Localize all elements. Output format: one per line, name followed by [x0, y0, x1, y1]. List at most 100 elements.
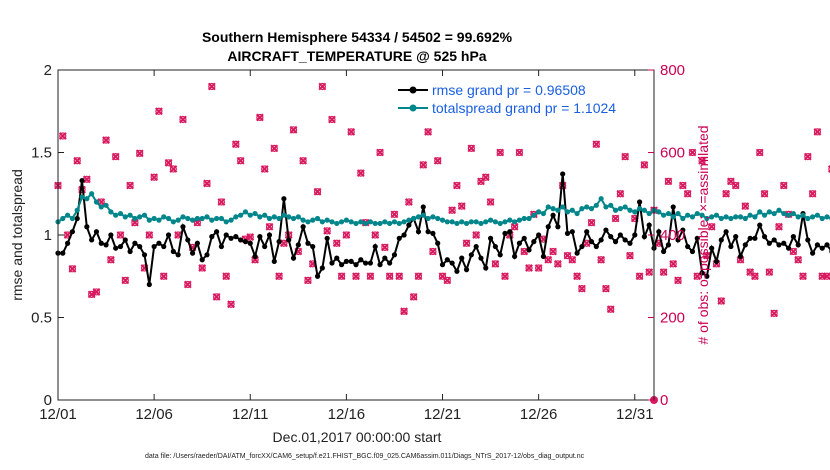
obs-assimilated-point: [265, 222, 274, 231]
rmse-point: [579, 243, 585, 250]
obs-assimilated-point: [616, 189, 625, 198]
rmse-point: [622, 237, 628, 243]
totalspread-point: [800, 212, 806, 218]
rmse-point: [146, 281, 152, 288]
totalspread-point: [141, 212, 148, 218]
rmse-point: [295, 242, 301, 248]
obs-possible-point: [789, 247, 797, 256]
obs-assimilated-point: [352, 272, 360, 281]
totalspread-point: [785, 212, 792, 218]
obs-assimilated-point: [227, 300, 235, 309]
rmse-point: [218, 243, 225, 250]
y2-tick-label: 0: [660, 392, 668, 409]
rmse-point: [574, 250, 580, 256]
obs-possible-point: [794, 256, 802, 264]
rmse-point: [713, 258, 720, 264]
obs-possible-point: [160, 272, 168, 280]
totalspread-point: [411, 215, 417, 222]
obs-assimilated-point: [260, 165, 269, 173]
rmse-point: [60, 250, 66, 256]
rmse-point: [636, 199, 643, 205]
y-tick-label: 1.5: [31, 145, 52, 162]
obs-possible-point: [818, 272, 826, 280]
totalspread-point: [622, 204, 628, 210]
rmse-point: [824, 242, 830, 248]
obs-assimilated-point: [428, 247, 437, 256]
rmse-point: [276, 239, 282, 245]
totalspread-point: [310, 217, 316, 223]
rmse-point: [627, 240, 633, 246]
rmse-point: [665, 242, 672, 248]
obs-possible-point: [828, 165, 830, 173]
obs-assimilated-point: [299, 156, 308, 165]
rmse-point: [204, 252, 210, 258]
totalspread-point: [771, 210, 777, 217]
obs-assimilated-point: [501, 272, 509, 281]
obs-possible-point: [203, 179, 211, 188]
totalspread-point: [65, 212, 71, 218]
rmse-point: [89, 237, 95, 243]
obs-possible-point: [607, 305, 615, 313]
rmse-point: [478, 255, 484, 261]
obs-possible-point: [400, 307, 408, 315]
totalspread-point: [502, 219, 508, 225]
obs-possible-point: [804, 153, 812, 161]
obs-possible-point: [751, 272, 759, 280]
obs-assimilated-point: [58, 132, 67, 140]
totalspread-point: [757, 209, 763, 215]
rmse-point: [194, 240, 200, 246]
obs-assimilated-point: [87, 290, 96, 299]
obs-assimilated-point: [823, 272, 830, 281]
obs-possible-point: [107, 256, 115, 264]
rmse-point: [728, 243, 734, 250]
rmse-point: [343, 258, 349, 264]
rmse-point: [271, 258, 277, 264]
obs-assimilated-point: [669, 259, 678, 268]
obs-possible-point: [732, 181, 740, 190]
obs-assimilated-point: [126, 181, 135, 190]
rmse-point: [555, 224, 561, 230]
obs-possible-point: [386, 272, 394, 280]
obs-assimilated-point: [159, 272, 168, 281]
obs-possible-point: [587, 219, 596, 227]
rmse-point: [761, 234, 768, 240]
obs-possible-point: [515, 148, 524, 157]
obs-possible-point: [227, 300, 235, 308]
rmse-point: [675, 237, 681, 243]
rmse-point: [805, 237, 811, 243]
obs-assimilated-point: [751, 272, 759, 281]
obs-assimilated-point: [770, 309, 779, 318]
rmse-point: [757, 222, 763, 228]
obs-possible-point: [198, 264, 206, 272]
obs-assimilated-point: [279, 239, 288, 248]
totalspread-point: [608, 202, 614, 208]
totalspread-point: [223, 219, 229, 225]
totalspread-point: [218, 215, 225, 222]
obs-possible-point: [328, 115, 336, 124]
totalspread-point: [242, 209, 249, 215]
rmse-point: [737, 253, 744, 260]
totalspread-point: [281, 212, 287, 218]
rmse-point: [242, 239, 249, 245]
y2-tick-label: 600: [660, 145, 685, 162]
rmse-point: [108, 232, 114, 238]
obs-assimilated-point: [775, 222, 783, 231]
rmse-point: [646, 222, 652, 228]
rmse-point: [531, 239, 537, 245]
totalspread-point: [617, 206, 623, 212]
obs-possible-point: [741, 202, 749, 210]
totalspread-point: [728, 215, 734, 222]
rmse-point: [69, 229, 76, 235]
totalspread-point: [93, 199, 100, 205]
totalspread-point: [290, 215, 297, 222]
rmse-point: [512, 253, 518, 260]
obs-assimilated-point: [525, 264, 533, 272]
totalspread-point: [247, 212, 253, 218]
obs-possible-point: [395, 272, 403, 280]
obs-possible-point: [467, 144, 475, 152]
totalspread-point: [776, 207, 782, 213]
rmse-point: [238, 237, 244, 243]
rmse-point: [790, 234, 796, 240]
obs-possible-point: [765, 268, 773, 276]
obs-assimilated-point: [376, 148, 384, 157]
